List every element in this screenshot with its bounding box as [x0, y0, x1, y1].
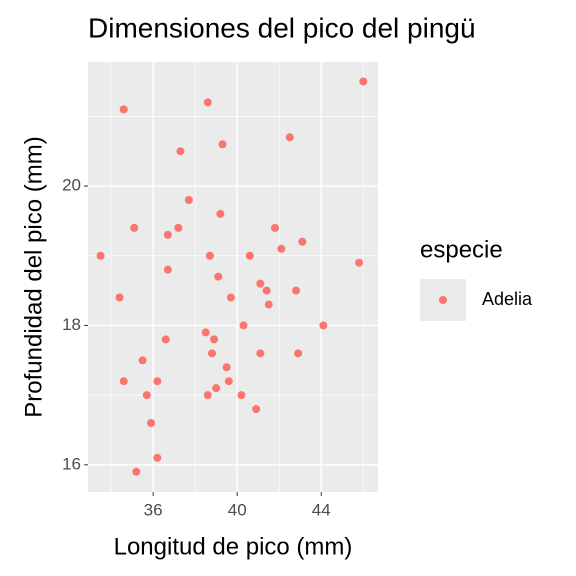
point [203, 391, 212, 400]
point [256, 349, 265, 358]
x-tick-label: 44 [312, 500, 331, 519]
y-axis-label: Profundidad del pico (mm) [20, 136, 47, 417]
point [298, 237, 307, 246]
legend-marker [439, 296, 447, 304]
point [292, 286, 301, 295]
point [184, 195, 193, 204]
point [210, 335, 219, 344]
y-tick-label: 18 [62, 315, 81, 334]
point [153, 377, 162, 386]
point [224, 377, 233, 386]
point [174, 223, 183, 232]
legend-title: especie [420, 236, 503, 263]
point [216, 209, 225, 218]
point [153, 453, 162, 462]
point [355, 258, 364, 267]
point [264, 300, 273, 309]
point [262, 286, 271, 295]
point [256, 279, 265, 288]
point [163, 230, 172, 239]
point [203, 98, 212, 107]
point [212, 384, 221, 393]
point [277, 244, 286, 253]
legend-label: Adelia [482, 289, 533, 309]
point [252, 405, 261, 414]
point [218, 140, 227, 149]
point [222, 363, 231, 372]
point [201, 328, 210, 337]
panel [88, 62, 378, 492]
point [359, 77, 368, 86]
point [130, 223, 139, 232]
point [132, 467, 141, 476]
y-tick-label: 16 [62, 454, 81, 473]
y-tick-label: 20 [62, 176, 81, 195]
x-tick-label: 40 [228, 500, 247, 519]
chart-title: Dimensiones del pico del pingü [88, 12, 476, 43]
point [96, 251, 105, 260]
point [239, 321, 248, 330]
point [205, 251, 214, 260]
point [207, 349, 216, 358]
point [147, 419, 156, 428]
point [271, 223, 280, 232]
point [176, 147, 185, 156]
point [142, 391, 151, 400]
point [214, 272, 223, 281]
point [294, 349, 303, 358]
x-tick-label: 36 [144, 500, 163, 519]
point [226, 293, 235, 302]
point [119, 377, 128, 386]
point [245, 251, 254, 260]
point [163, 265, 172, 274]
point [237, 391, 246, 400]
point [161, 335, 170, 344]
point [119, 105, 128, 114]
x-axis-label: Longitud de pico (mm) [114, 533, 353, 560]
point [285, 133, 294, 142]
point [319, 321, 328, 330]
point [138, 356, 147, 365]
point [115, 293, 124, 302]
